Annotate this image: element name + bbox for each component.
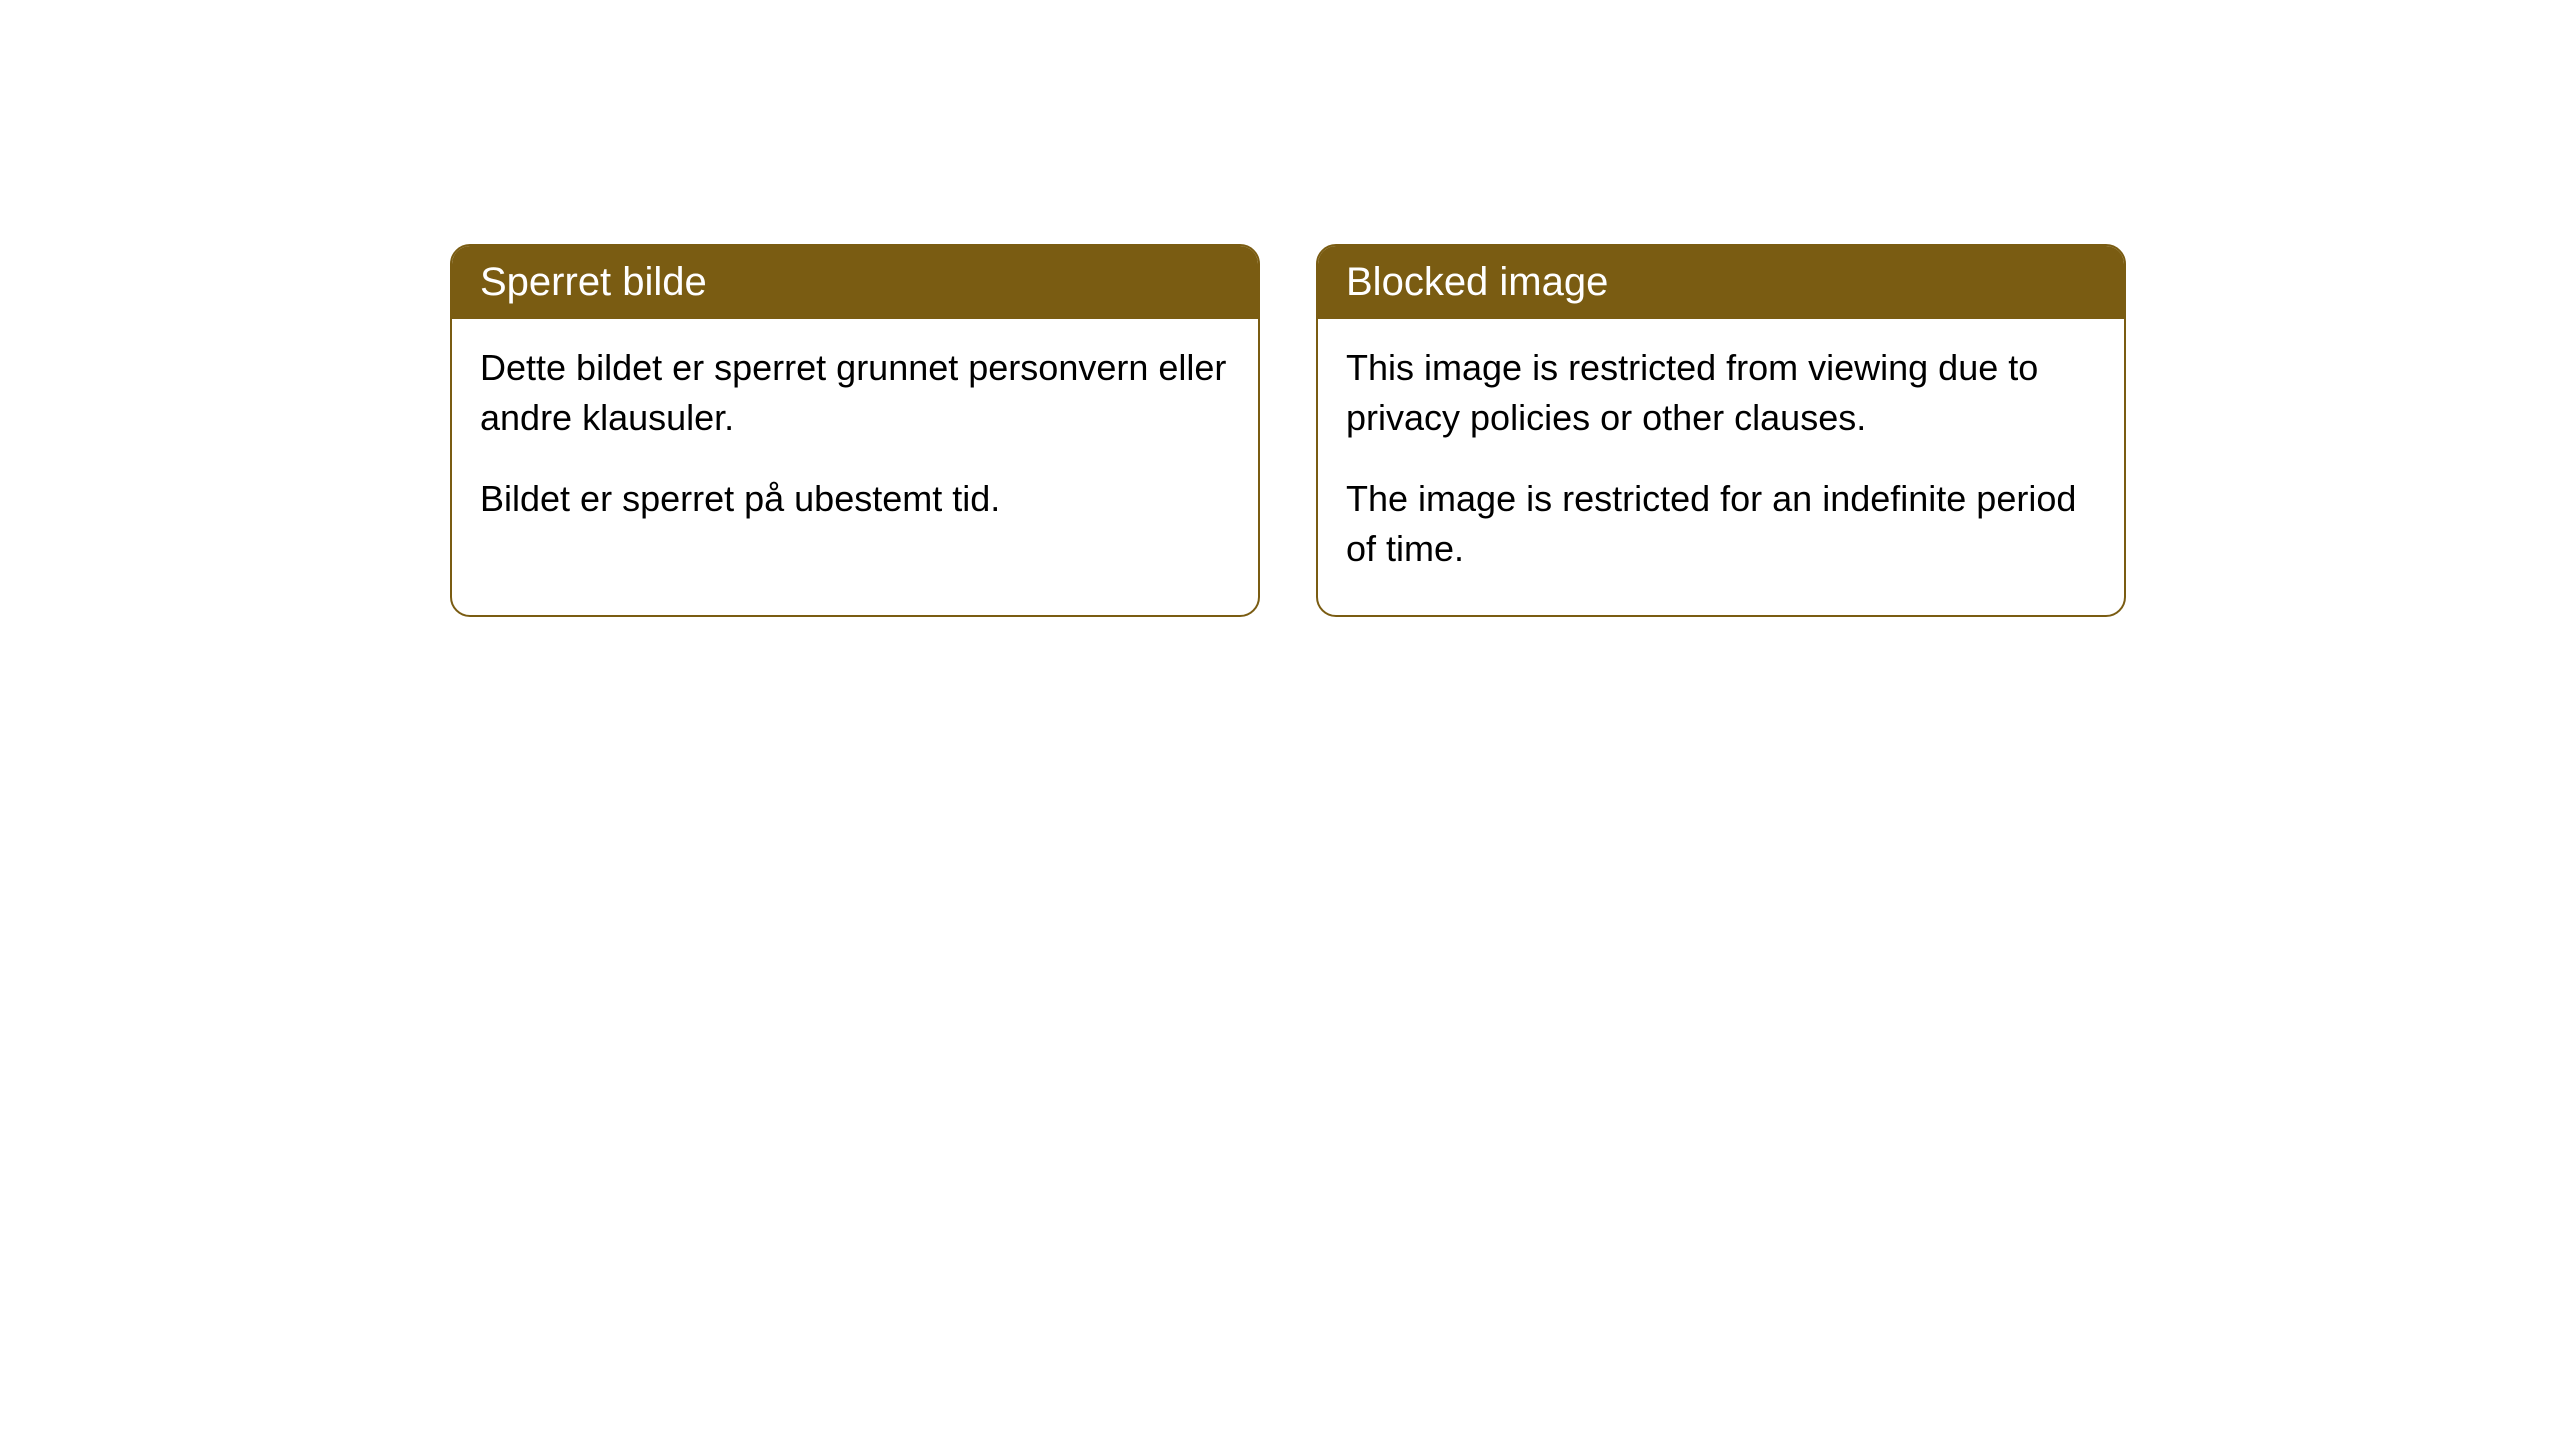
card-paragraph: The image is restricted for an indefinit… xyxy=(1346,474,2096,575)
notice-cards-container: Sperret bilde Dette bildet er sperret gr… xyxy=(450,244,2126,617)
card-title: Blocked image xyxy=(1346,260,1608,304)
blocked-image-card-norwegian: Sperret bilde Dette bildet er sperret gr… xyxy=(450,244,1260,617)
card-body: Dette bildet er sperret grunnet personve… xyxy=(452,319,1258,564)
card-paragraph: Dette bildet er sperret grunnet personve… xyxy=(480,343,1230,444)
card-body: This image is restricted from viewing du… xyxy=(1318,319,2124,615)
blocked-image-card-english: Blocked image This image is restricted f… xyxy=(1316,244,2126,617)
card-header: Sperret bilde xyxy=(452,246,1258,319)
card-paragraph: Bildet er sperret på ubestemt tid. xyxy=(480,474,1230,524)
card-paragraph: This image is restricted from viewing du… xyxy=(1346,343,2096,444)
card-header: Blocked image xyxy=(1318,246,2124,319)
card-title: Sperret bilde xyxy=(480,260,707,304)
